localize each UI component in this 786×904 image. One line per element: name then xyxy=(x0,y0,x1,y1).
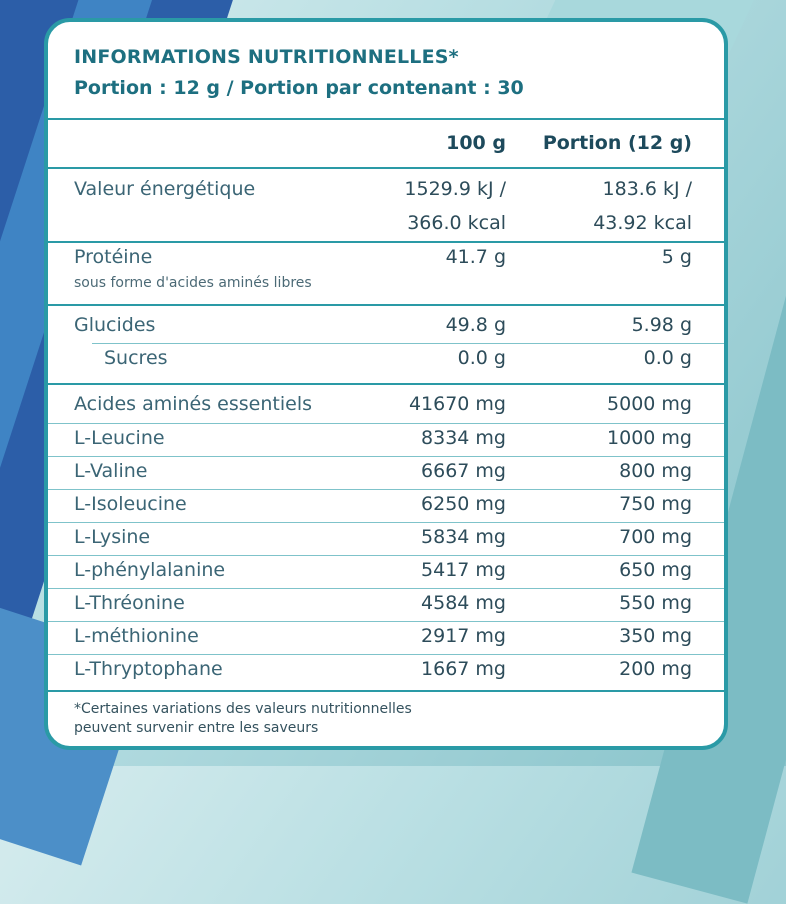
divider xyxy=(48,489,724,490)
divider xyxy=(48,118,724,120)
amino-row-portion: 1000 mg xyxy=(607,427,692,449)
divider xyxy=(48,555,724,556)
divider xyxy=(48,456,724,457)
amino-row-label: L-Thryptophane xyxy=(74,658,223,680)
divider xyxy=(48,654,724,655)
divider xyxy=(48,621,724,622)
amino-row-portion: 5000 mg xyxy=(607,393,692,415)
carbs-100g: 49.8 g xyxy=(445,314,506,336)
serving-info: Portion : 12 g / Portion par contenant :… xyxy=(74,77,524,99)
divider xyxy=(48,690,724,692)
column-header-100g: 100 g xyxy=(446,132,506,154)
divider xyxy=(48,167,724,169)
energy-100g-kj: 1529.9 kJ / xyxy=(404,178,506,200)
energy-label: Valeur énergétique xyxy=(74,178,256,200)
divider xyxy=(48,522,724,523)
amino-row-100g: 1667 mg xyxy=(421,658,506,680)
amino-row-label: L-Thréonine xyxy=(74,592,185,614)
energy-portion-kcal: 43.92 kcal xyxy=(593,212,692,234)
protein-label: Protéine xyxy=(74,246,153,268)
amino-row-label: L-Lysine xyxy=(74,526,151,548)
amino-row-label: L-phénylalanine xyxy=(74,559,226,581)
amino-row-portion: 650 mg xyxy=(619,559,692,581)
divider xyxy=(48,304,724,306)
sugars-100g: 0.0 g xyxy=(457,347,506,369)
protein-100g: 41.7 g xyxy=(445,246,506,268)
amino-row-100g: 6250 mg xyxy=(421,493,506,515)
protein-note: sous forme d'acides aminés libres xyxy=(74,275,312,291)
amino-row-100g: 41670 mg xyxy=(408,393,506,415)
amino-row-100g: 6667 mg xyxy=(421,460,506,482)
amino-row-100g: 4584 mg xyxy=(421,592,506,614)
divider xyxy=(48,241,724,243)
carbs-label: Glucides xyxy=(74,314,156,336)
amino-row-100g: 8334 mg xyxy=(421,427,506,449)
carbs-portion: 5.98 g xyxy=(631,314,692,336)
amino-row-100g: 2917 mg xyxy=(421,625,506,647)
energy-100g-kcal: 366.0 kcal xyxy=(407,212,506,234)
divider xyxy=(48,588,724,589)
amino-row-portion: 800 mg xyxy=(619,460,692,482)
footnote-line-2: peuvent survenir entre les saveurs xyxy=(74,720,319,736)
amino-row-portion: 200 mg xyxy=(619,658,692,680)
amino-row-label: L-méthionine xyxy=(74,625,199,647)
amino-row-portion: 550 mg xyxy=(619,592,692,614)
energy-portion-kj: 183.6 kJ / xyxy=(602,178,692,200)
sugars-portion: 0.0 g xyxy=(643,347,692,369)
amino-row-portion: 700 mg xyxy=(619,526,692,548)
nutrition-facts-panel: INFORMATIONS NUTRITIONNELLES* Portion : … xyxy=(44,18,728,750)
panel-title: INFORMATIONS NUTRITIONNELLES* xyxy=(74,46,459,68)
sugars-label: Sucres xyxy=(104,347,168,369)
amino-row-label: L-Isoleucine xyxy=(74,493,187,515)
amino-row-portion: 750 mg xyxy=(619,493,692,515)
amino-row-100g: 5834 mg xyxy=(421,526,506,548)
amino-row-100g: 5417 mg xyxy=(421,559,506,581)
divider xyxy=(48,383,724,385)
amino-row-portion: 350 mg xyxy=(619,625,692,647)
amino-row-label: L-Valine xyxy=(74,460,148,482)
protein-portion: 5 g xyxy=(661,246,692,268)
amino-row-label: L-Leucine xyxy=(74,427,165,449)
column-header-portion: Portion (12 g) xyxy=(542,132,692,154)
divider xyxy=(92,343,724,344)
divider xyxy=(48,423,724,424)
amino-row-label: Acides aminés essentiels xyxy=(74,393,312,415)
footnote-line-1: *Certaines variations des valeurs nutrit… xyxy=(74,701,412,717)
